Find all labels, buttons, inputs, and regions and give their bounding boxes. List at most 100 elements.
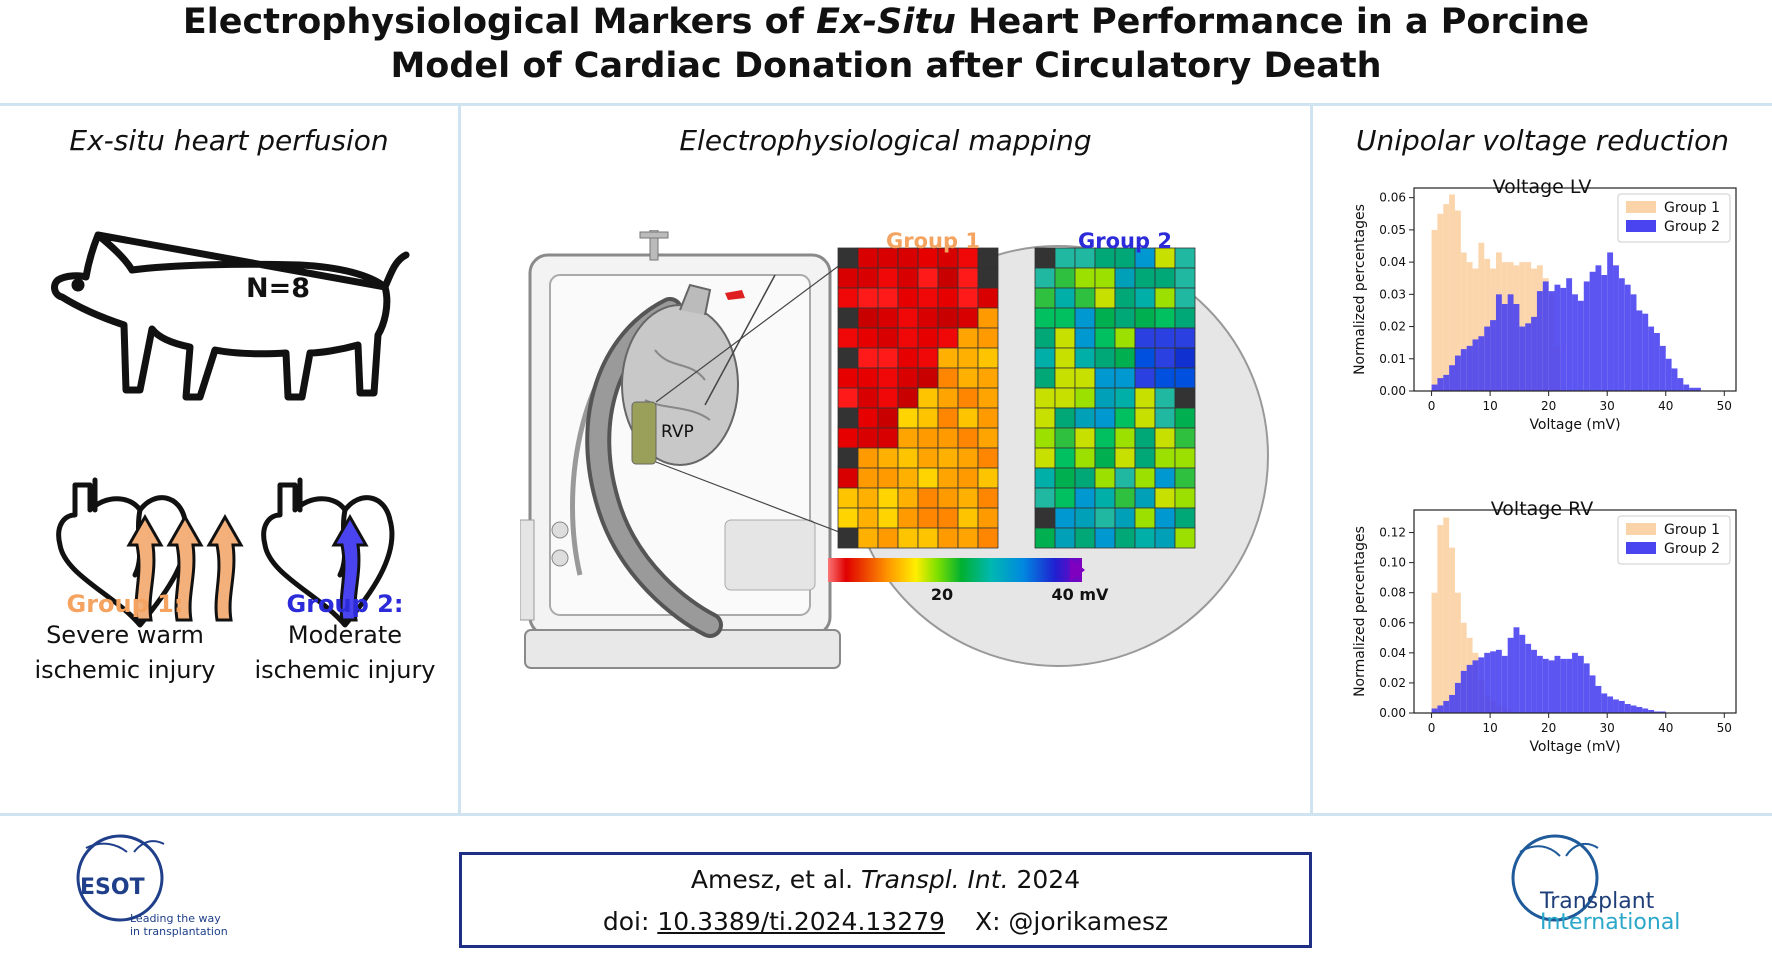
map-cell — [1114, 367, 1136, 389]
map-cell — [977, 267, 999, 289]
map-cell — [1034, 387, 1056, 409]
map-cell — [1154, 527, 1176, 549]
group1-histogram-bar — [1484, 258, 1491, 391]
y-axis-label: Normalized percentages — [1352, 526, 1368, 697]
map-cell — [1174, 507, 1196, 529]
x-tick-label: 50 — [1717, 399, 1732, 413]
page-title-line1: Electrophysiological Markers of Ex-Situ … — [182, 2, 1590, 42]
map-cell — [1054, 307, 1076, 329]
map-cell — [1174, 367, 1196, 389]
panel-divider-right — [1310, 106, 1313, 813]
y-tick-label: 0.04 — [1379, 255, 1406, 269]
map-cell — [917, 467, 939, 489]
group2-histogram-bar — [1560, 287, 1567, 391]
group1-arrows — [126, 513, 244, 622]
group2-histogram-bar — [1431, 708, 1438, 713]
group1-histogram-bar — [1478, 242, 1485, 391]
group2-histogram-bar — [1490, 651, 1496, 713]
map-cell — [977, 407, 999, 429]
map-cell — [1154, 367, 1176, 389]
map-cell — [1054, 447, 1076, 469]
map-cell — [1154, 467, 1176, 489]
group2-histogram-bar — [1484, 326, 1491, 391]
map-cell — [1154, 287, 1176, 309]
map-cell — [877, 387, 899, 409]
map-cell — [1094, 507, 1116, 529]
map-cell — [957, 447, 979, 469]
map-cell — [957, 507, 979, 529]
map-cell — [1034, 287, 1056, 309]
map-cell — [857, 387, 879, 409]
group2-histogram-bar — [1624, 703, 1631, 713]
map-cell — [1094, 527, 1116, 549]
legend-swatch — [1626, 220, 1656, 232]
map-group1-label: Group 1 — [886, 229, 980, 253]
chart-lv-title: Voltage LV — [1492, 176, 1592, 198]
group2-histogram-bar — [1478, 657, 1485, 713]
map-cell — [1114, 267, 1136, 289]
group2-histogram-bar — [1525, 323, 1532, 391]
map-cell — [837, 307, 859, 329]
group2-histogram-bar — [1689, 387, 1696, 391]
map-cell — [937, 427, 959, 449]
map-cell — [937, 267, 959, 289]
map-cell — [1174, 467, 1196, 489]
group2-histogram-bar — [1495, 294, 1502, 391]
group2-histogram-bar — [1478, 336, 1485, 391]
map-cell — [857, 427, 879, 449]
map-cell — [1114, 527, 1136, 549]
group2-histogram-bar — [1654, 333, 1660, 391]
map-cell — [1134, 507, 1156, 529]
group2-histogram-bar — [1677, 378, 1684, 391]
map-cell — [857, 267, 879, 289]
map-cell — [1074, 487, 1096, 509]
group2-histogram-bar — [1648, 326, 1655, 391]
y-tick-label: 0.06 — [1379, 191, 1406, 205]
map-cell — [1134, 527, 1156, 549]
header-divider — [0, 103, 1772, 106]
map-cell — [857, 507, 879, 529]
group2-description: Moderate ischemic injury — [254, 621, 436, 684]
group2-histogram-bar — [1542, 658, 1549, 713]
map-cell — [877, 507, 899, 529]
group2-histogram-bar — [1501, 304, 1508, 391]
group2-histogram-bar — [1636, 706, 1643, 713]
group2-histogram-bar — [1583, 281, 1590, 391]
map-cell — [1094, 327, 1116, 349]
map-cell — [1174, 287, 1196, 309]
map-cell — [977, 347, 999, 369]
map-cell — [957, 487, 979, 509]
map-cell — [917, 507, 939, 529]
doi-link[interactable]: 10.3389/ti.2024.13279 — [657, 907, 945, 936]
map-cell — [917, 367, 939, 389]
map-cell — [1054, 487, 1076, 509]
map-cell — [1074, 367, 1096, 389]
map-cell — [1094, 267, 1116, 289]
voltage-map-group1 — [837, 247, 999, 549]
map-cell — [1074, 447, 1096, 469]
group2-histogram-bar — [1507, 294, 1514, 391]
map-cell — [917, 307, 939, 329]
legend-label: Group 1 — [1664, 200, 1720, 216]
map-cell — [1154, 507, 1176, 529]
map-cell — [957, 307, 979, 329]
map-cell — [857, 527, 879, 549]
map-cell — [1134, 327, 1156, 349]
group2-histogram-bar — [1554, 284, 1561, 391]
group2-histogram-bar — [1618, 278, 1625, 391]
legend-swatch — [1626, 201, 1656, 213]
group1-histogram-bar — [1454, 592, 1461, 713]
page-title-line2: Model of Cardiac Donation after Circulat… — [390, 46, 1382, 86]
group2-histogram-bar — [1636, 310, 1643, 391]
map-cell — [1134, 407, 1156, 429]
x-axis-label: Voltage (mV) — [1529, 739, 1620, 755]
group2-histogram-bar — [1595, 265, 1602, 391]
voltage-map-figure: Group 1 Group 2 0 20 40 mV — [828, 229, 1269, 667]
map-cell — [837, 527, 859, 549]
group2-histogram-bar — [1560, 658, 1567, 713]
map-cell — [1114, 327, 1136, 349]
map-cell — [937, 367, 959, 389]
map-cell — [1074, 407, 1096, 429]
map-cell — [977, 287, 999, 309]
map-cell — [1174, 247, 1196, 269]
